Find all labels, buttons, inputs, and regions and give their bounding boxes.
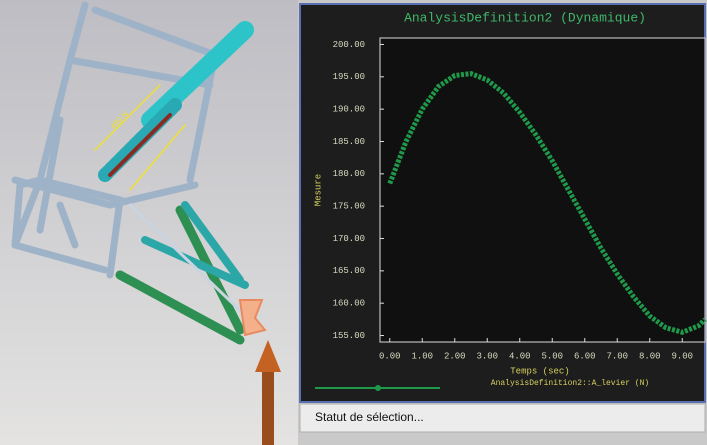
x-tick-label: 3.00 [476,351,498,361]
x-tick-label: 0.00 [379,351,401,361]
y-axis-label: Mesure [313,174,323,206]
y-tick-label: 185.00 [333,137,365,147]
status-text: Statut de sélection... [315,410,424,424]
x-tick-label: 1.00 [411,351,433,361]
legend-label: AnalysisDefinition2::A_levier (N) [491,379,649,388]
x-tick-label: 7.00 [606,351,628,361]
plot-area [380,38,705,342]
legend-marker [375,385,381,391]
x-tick-label: 5.00 [541,351,563,361]
y-tick-label: 175.00 [333,202,365,212]
y-tick-label: 200.00 [333,40,365,50]
x-tick-label: 2.00 [444,351,466,361]
chart-title: AnalysisDefinition2 (Dynamique) [404,10,646,25]
y-tick-label: 165.00 [333,266,365,276]
page: 450 N AnalysisDefinition2 (Dynamique) Me… [0,0,707,445]
y-tick-label: 195.00 [333,72,365,82]
x-tick-label: 8.00 [639,351,661,361]
x-tick-label: 6.00 [574,351,596,361]
y-tick-label: 170.00 [333,234,365,244]
y-tick-label: 155.00 [333,331,365,341]
x-tick-label: 9.00 [671,351,693,361]
y-tick-label: 190.00 [333,105,365,115]
screen: 450 N AnalysisDefinition2 (Dynamique) Me… [0,0,707,445]
y-tick-label: 160.00 [333,299,365,309]
y-tick-label: 180.00 [333,169,365,179]
x-axis-label: Temps (sec) [510,366,569,376]
x-tick-label: 4.00 [509,351,531,361]
